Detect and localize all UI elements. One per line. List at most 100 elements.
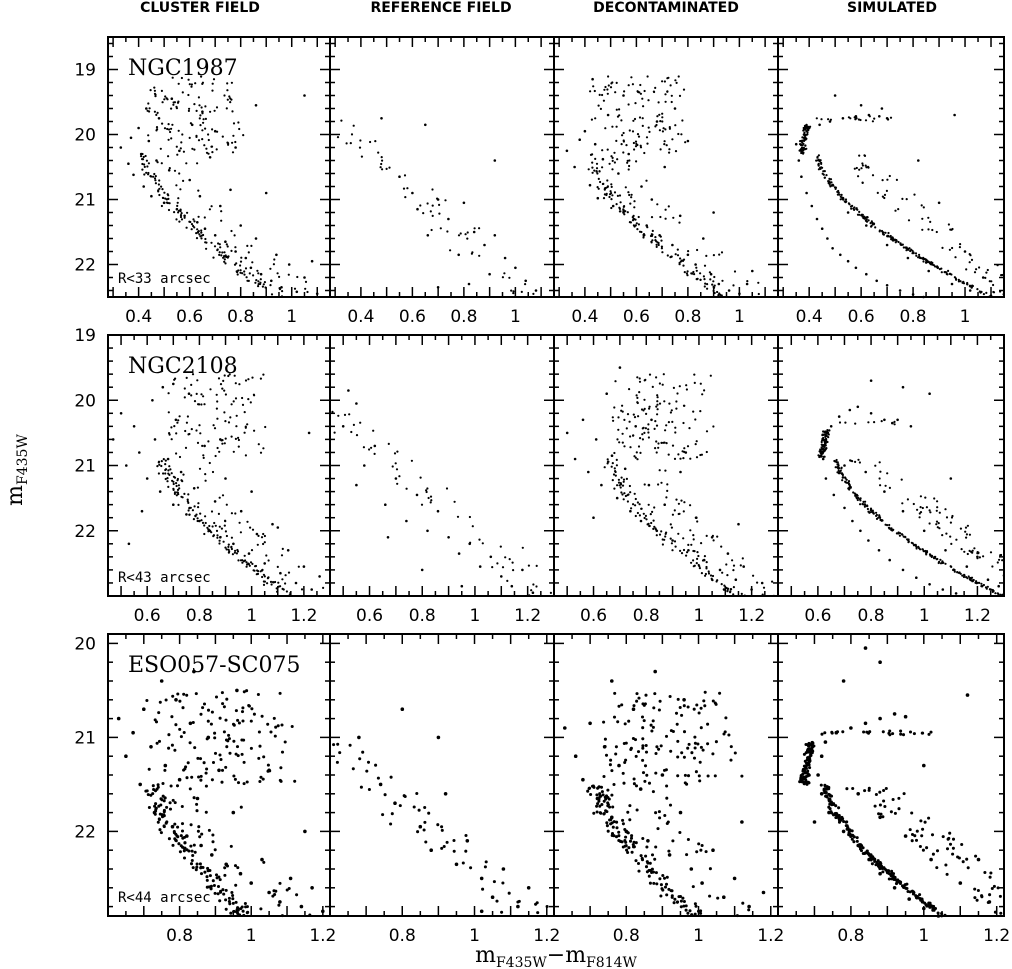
background-star-point bbox=[158, 179, 161, 182]
background-star-point bbox=[699, 409, 702, 413]
background-star-point bbox=[248, 526, 252, 529]
background-star-point bbox=[352, 423, 356, 427]
background-star-point bbox=[234, 246, 237, 249]
star-point bbox=[127, 542, 131, 546]
background-star-point bbox=[156, 111, 159, 115]
background-star-point bbox=[177, 197, 180, 200]
background-star-point bbox=[220, 780, 224, 784]
background-star-point bbox=[672, 901, 676, 905]
background-star-point bbox=[935, 558, 938, 561]
background-star-point bbox=[174, 832, 178, 836]
background-star-point bbox=[658, 533, 662, 536]
background-star-point bbox=[694, 442, 697, 446]
background-star-point bbox=[591, 166, 594, 169]
background-star-point bbox=[672, 386, 676, 390]
background-star-point bbox=[600, 790, 604, 794]
background-star-point bbox=[158, 193, 161, 197]
star-point bbox=[195, 796, 200, 801]
star-point bbox=[883, 418, 886, 422]
background-star-point bbox=[715, 580, 718, 583]
background-star-point bbox=[183, 387, 186, 390]
background-star-point bbox=[430, 499, 433, 502]
background-star-point bbox=[674, 431, 677, 434]
background-star-point bbox=[918, 255, 921, 258]
background-star-point bbox=[210, 128, 214, 131]
star-point bbox=[286, 549, 290, 552]
background-star-point bbox=[622, 204, 626, 208]
radius-label: R<33 arcsec bbox=[118, 271, 211, 287]
background-star-point bbox=[690, 543, 693, 546]
background-star-point bbox=[632, 777, 636, 781]
background-star-point bbox=[628, 420, 631, 423]
background-star-point bbox=[642, 236, 645, 239]
background-star-point bbox=[645, 860, 649, 864]
background-star-point bbox=[847, 481, 850, 484]
column-title-simulated: SIMULATED bbox=[847, 0, 937, 16]
star-point bbox=[116, 716, 121, 721]
background-star-point bbox=[632, 224, 636, 227]
background-star-point bbox=[248, 272, 251, 275]
background-star-point bbox=[864, 164, 867, 167]
background-star-point bbox=[686, 270, 689, 273]
star-point bbox=[310, 259, 314, 263]
background-star-point bbox=[483, 865, 487, 869]
star-point bbox=[501, 867, 506, 871]
background-star-point bbox=[262, 532, 265, 536]
star-point bbox=[534, 289, 538, 292]
background-star-point bbox=[604, 85, 607, 89]
background-star-point bbox=[213, 891, 217, 895]
background-star-point bbox=[348, 413, 351, 416]
background-star-point bbox=[377, 151, 380, 154]
background-star-point bbox=[225, 697, 229, 701]
star-point bbox=[819, 754, 824, 758]
background-star-point bbox=[935, 520, 939, 523]
background-star-point bbox=[863, 503, 867, 506]
background-star-point bbox=[647, 126, 650, 129]
background-star-point bbox=[603, 466, 606, 469]
background-star-point bbox=[211, 150, 214, 154]
star-point bbox=[249, 266, 253, 270]
background-star-point bbox=[700, 843, 704, 848]
background-star-point bbox=[659, 894, 663, 898]
background-star-point bbox=[650, 729, 654, 733]
background-star-point bbox=[951, 846, 955, 850]
star-point bbox=[436, 735, 441, 740]
background-star-point bbox=[155, 113, 158, 117]
background-star-point bbox=[682, 904, 686, 908]
background-star-point bbox=[863, 154, 866, 157]
background-star-point bbox=[259, 451, 263, 454]
background-star-point bbox=[652, 519, 655, 522]
background-star-point bbox=[601, 793, 605, 797]
background-star-point bbox=[669, 255, 672, 259]
background-star-point bbox=[176, 835, 180, 839]
background-star-point bbox=[965, 857, 969, 861]
star-point bbox=[760, 581, 764, 585]
background-star-point bbox=[240, 396, 244, 400]
star-point bbox=[378, 782, 383, 787]
background-star-point bbox=[167, 411, 170, 414]
background-star-point bbox=[532, 292, 535, 296]
background-star-point bbox=[888, 523, 891, 527]
background-star-point bbox=[183, 841, 187, 845]
background-star-point bbox=[163, 796, 167, 800]
background-star-point bbox=[193, 102, 196, 106]
star-point bbox=[462, 201, 466, 205]
background-star-point bbox=[661, 873, 665, 878]
background-star-point bbox=[661, 112, 664, 115]
background-star-point bbox=[823, 791, 827, 795]
background-star-point bbox=[187, 509, 190, 512]
background-star-point bbox=[173, 822, 177, 826]
background-star-point bbox=[704, 282, 707, 285]
star-point bbox=[595, 796, 600, 801]
background-star-point bbox=[213, 521, 216, 525]
background-star-point bbox=[209, 887, 213, 891]
background-star-point bbox=[200, 403, 203, 406]
background-star-point bbox=[197, 825, 201, 829]
background-star-point bbox=[671, 549, 674, 552]
background-star-point bbox=[657, 446, 660, 449]
star-point bbox=[671, 243, 674, 247]
background-star-point bbox=[968, 252, 971, 256]
star-point bbox=[479, 876, 484, 881]
background-star-point bbox=[632, 148, 636, 151]
background-star-point bbox=[667, 420, 671, 424]
